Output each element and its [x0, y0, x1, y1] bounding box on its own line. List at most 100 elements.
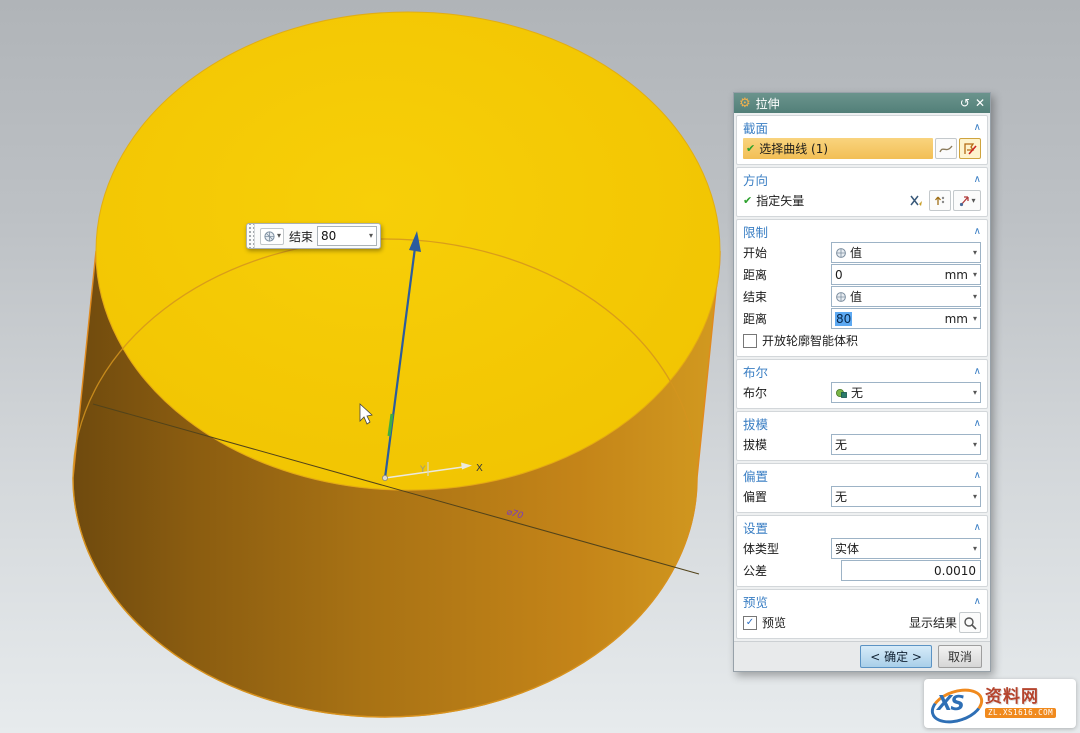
dialog-footer: < 确定 > 取消: [734, 641, 990, 671]
caret-down-icon: ▾: [972, 291, 977, 301]
offset-group-header[interactable]: 偏置 ∧: [743, 465, 981, 485]
onscreen-end-distance-field[interactable]: 80 ▾: [317, 226, 378, 246]
tolerance-field[interactable]: 0.0010: [841, 560, 981, 581]
body-type-label: 体类型: [743, 542, 780, 556]
sketch-dimension-label[interactable]: ⌀70: [505, 507, 524, 521]
x-axis-label: X: [476, 463, 483, 474]
collapse-chevron-icon[interactable]: ∧: [973, 365, 981, 377]
close-icon[interactable]: ✕: [974, 96, 985, 110]
section-group: 截面 ∧ ✔ 选择曲线 (1): [736, 115, 988, 165]
draft-value: 无: [835, 438, 848, 452]
reverse-direction-button[interactable]: [929, 190, 951, 211]
caret-down-icon[interactable]: ▾: [369, 231, 374, 240]
sketch-section-button[interactable]: [959, 138, 981, 159]
start-distance-field[interactable]: 0 mm ▾: [831, 264, 981, 285]
tolerance-label: 公差: [743, 564, 768, 578]
select-curve-label: 选择曲线 (1): [759, 142, 829, 156]
draft-group: 拔模 ∧ 拔模 无 ▾: [736, 411, 988, 461]
cancel-button[interactable]: 取消: [937, 645, 982, 668]
offset-value: 无: [835, 490, 848, 504]
value-option-button[interactable]: ▾: [260, 227, 285, 245]
reset-icon[interactable]: ↺: [959, 96, 970, 110]
direction-group-header[interactable]: 方向 ∧: [743, 169, 981, 189]
preview-group-header[interactable]: 预览 ∧: [743, 591, 981, 611]
boolean-group-header[interactable]: 布尔 ∧: [743, 361, 981, 381]
boolean-value: 无: [851, 386, 864, 400]
start-distance-unit: mm: [944, 267, 968, 282]
draft-group-header[interactable]: 拔模 ∧: [743, 413, 981, 433]
collapse-chevron-icon[interactable]: ∧: [973, 173, 981, 185]
drag-handle-grip[interactable]: [247, 224, 255, 248]
start-option-dropdown[interactable]: 值 ▾: [831, 242, 981, 263]
magnifier-icon: [964, 616, 977, 630]
sketch-diameter-line[interactable]: [92, 403, 700, 575]
settings-group-header[interactable]: 设置 ∧: [743, 517, 981, 537]
start-distance-value[interactable]: 0: [835, 267, 843, 282]
dialog-titlebar[interactable]: ⚙ 拉伸 ↺ ✕: [734, 93, 990, 113]
show-result-button[interactable]: [959, 612, 981, 633]
curve-rule-button[interactable]: [935, 138, 957, 159]
onscreen-input-bar[interactable]: ▾ 结束 80 ▾: [246, 223, 382, 249]
boolean-dropdown[interactable]: 无 ▾: [831, 382, 981, 403]
direction-header-label: 方向: [743, 172, 769, 188]
preview-checkbox[interactable]: ✓: [743, 615, 757, 630]
end-distance-value[interactable]: 80: [835, 311, 853, 326]
x-axis-arrowhead: [461, 462, 472, 470]
draft-label: 拔模: [743, 438, 768, 452]
section-header-label: 截面: [743, 120, 769, 136]
caret-down-icon: ▾: [972, 543, 977, 553]
vector-dialog-button[interactable]: [905, 190, 927, 211]
gear-icon[interactable]: ⚙: [739, 95, 751, 111]
origin-handle[interactable]: [381, 474, 388, 481]
offset-header-label: 偏置: [743, 468, 769, 484]
body-type-dropdown[interactable]: 实体 ▾: [831, 538, 981, 559]
extrude-direction-vector[interactable]: [383, 239, 418, 479]
collapse-chevron-icon[interactable]: ∧: [973, 469, 981, 481]
extrude-drag-handle[interactable]: [387, 413, 394, 437]
onscreen-end-distance-value[interactable]: 80: [321, 229, 337, 243]
end-option-dropdown[interactable]: 值 ▾: [831, 286, 981, 307]
vector-type-dropdown[interactable]: ▾: [953, 190, 981, 211]
caret-down-icon: ▾: [277, 231, 282, 240]
specify-vector-label: 指定矢量: [756, 194, 805, 208]
section-sketch-circle[interactable]: [72, 238, 698, 718]
dialog-title: 拉伸: [755, 96, 780, 111]
extrude-vector-arrowhead[interactable]: [409, 231, 421, 252]
caret-down-icon: ▾: [972, 491, 977, 501]
boolean-none-icon: [836, 388, 847, 398]
check-icon: ✔: [743, 194, 753, 207]
draft-dropdown[interactable]: 无 ▾: [831, 434, 981, 455]
offset-group: 偏置 ∧ 偏置 无 ▾: [736, 463, 988, 513]
select-curve-field[interactable]: ✔ 选择曲线 (1): [743, 138, 933, 159]
settings-group: 设置 ∧ 体类型 实体 ▾ 公差 0.0010: [736, 515, 988, 587]
settings-header-label: 设置: [743, 520, 769, 536]
caret-down-icon[interactable]: ▾: [972, 269, 977, 279]
curve-icon: [939, 145, 953, 152]
end-distance-field[interactable]: 80 mm ▾: [831, 308, 981, 329]
start-label: 开始: [743, 246, 768, 260]
ok-button[interactable]: < 确定 >: [860, 645, 932, 668]
limits-group-header[interactable]: 限制 ∧: [743, 221, 981, 241]
collapse-chevron-icon[interactable]: ∧: [973, 121, 981, 133]
caret-down-icon: ▾: [971, 195, 976, 205]
tolerance-value[interactable]: 0.0010: [934, 563, 976, 578]
collapse-chevron-icon[interactable]: ∧: [973, 417, 981, 429]
collapse-chevron-icon[interactable]: ∧: [973, 595, 981, 607]
value-option-icon: [836, 291, 846, 302]
start-option-value: 值: [850, 246, 863, 260]
body-type-value: 实体: [835, 542, 860, 556]
open-profile-checkbox[interactable]: [743, 333, 757, 348]
cylinder-top-face[interactable]: [95, 11, 721, 491]
caret-down-icon[interactable]: ▾: [972, 313, 977, 323]
watermark-logo: XS​ 资料网 ZL.XS1616.COM: [924, 679, 1076, 730]
end-distance-label: 距离: [743, 312, 768, 326]
collapse-chevron-icon[interactable]: ∧: [973, 225, 981, 237]
offset-dropdown[interactable]: 无 ▾: [831, 486, 981, 507]
watermark-site-url: ZL.XS1616.COM: [985, 708, 1057, 718]
collapse-chevron-icon[interactable]: ∧: [973, 521, 981, 533]
end-option-value: 值: [850, 290, 863, 304]
y-axis-label: Y: [419, 465, 426, 475]
section-group-header[interactable]: 截面 ∧: [743, 117, 981, 137]
onscreen-end-label: 结束: [289, 229, 314, 244]
